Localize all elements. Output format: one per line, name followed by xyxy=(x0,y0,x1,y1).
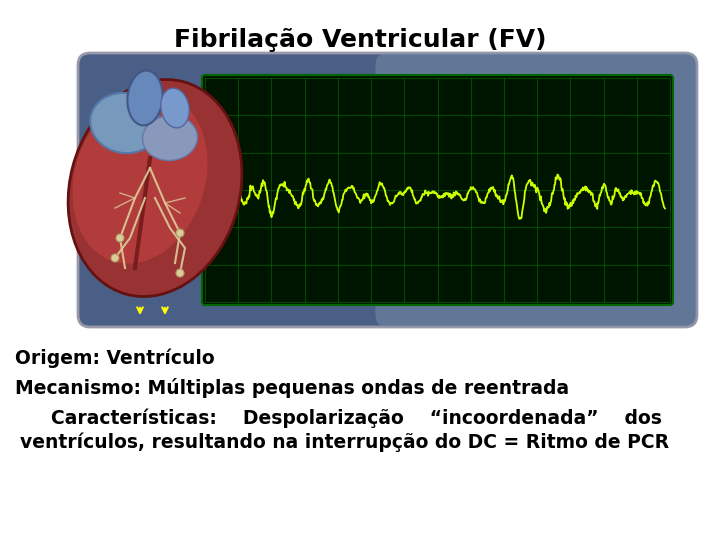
Text: ventrículos, resultando na interrupção do DC = Ritmo de PCR: ventrículos, resultando na interrupção d… xyxy=(20,432,669,451)
Ellipse shape xyxy=(116,234,124,242)
Ellipse shape xyxy=(161,88,189,128)
FancyBboxPatch shape xyxy=(376,53,697,327)
Ellipse shape xyxy=(111,254,119,262)
Ellipse shape xyxy=(73,92,207,264)
Ellipse shape xyxy=(127,71,163,125)
Ellipse shape xyxy=(90,93,160,153)
Ellipse shape xyxy=(68,79,242,296)
Text: Características:    Despolarização    “incoordenada”    dos: Características: Despolarização “incoord… xyxy=(25,408,662,428)
Text: Origem: Ventrículo: Origem: Ventrículo xyxy=(15,348,215,368)
FancyBboxPatch shape xyxy=(202,75,673,305)
Ellipse shape xyxy=(176,269,184,277)
Ellipse shape xyxy=(143,116,197,160)
Ellipse shape xyxy=(176,229,184,237)
Text: Mecanismo: Múltiplas pequenas ondas de reentrada: Mecanismo: Múltiplas pequenas ondas de r… xyxy=(15,378,569,398)
FancyBboxPatch shape xyxy=(78,53,697,327)
Text: Fibrilação Ventricular (FV): Fibrilação Ventricular (FV) xyxy=(174,28,546,52)
